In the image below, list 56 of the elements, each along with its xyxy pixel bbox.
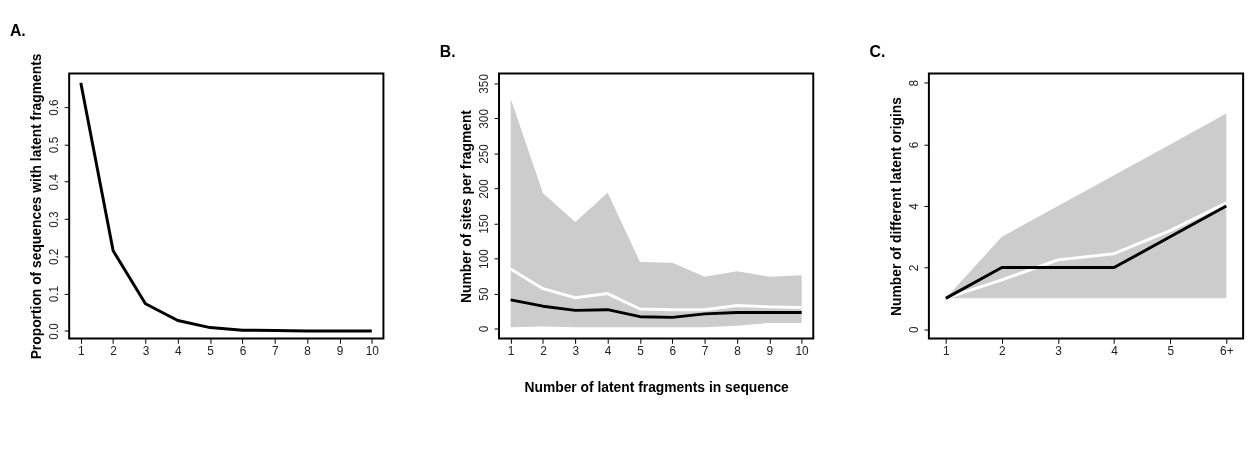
x-tick-label: 2 [999,343,1006,358]
y-tick-label: 0 [476,325,491,333]
y-tick-label: 0.0 [46,322,61,340]
x-tick-label: 9 [766,343,774,358]
y-axis-title: Number of sites per fragment [457,109,474,303]
x-tick-label: 8 [734,343,742,358]
x-tick-label: 1 [78,343,86,358]
y-tick-label: 200 [476,178,491,199]
x-tick-label: 1 [507,343,515,358]
chart-title: B. [439,42,456,60]
y-tick-label: 8 [906,79,921,87]
x-tick-label: 1 [942,343,950,358]
x-tick-label: 10 [365,343,380,358]
y-tick-label: 350 [476,73,491,94]
y-axis-title: Number of different latent origins [887,96,904,316]
y-tick-label: 0.1 [46,285,61,303]
x-tick-label: 5 [207,343,215,358]
x-tick-label: 2 [540,343,547,358]
x-tick-label: 3 [572,343,580,358]
x-tick-label: 4 [604,343,612,358]
y-tick-label: 50 [476,287,491,301]
y-tick-label: 150 [476,213,491,234]
x-tick-label: 6 [239,343,247,358]
y-tick-label: 0.6 [46,98,61,116]
line-series [79,81,374,333]
y-axis-title: Proportion of sequences with latent fragments [28,53,45,360]
x-tick-label: 6+ [1220,343,1234,358]
x-tick-label: 9 [336,343,344,358]
x-axis-title: Number of latent fragments in sequence [524,379,790,396]
x-tick-label: 5 [637,343,645,358]
y-tick-label: 0.3 [46,210,61,228]
x-tick-label: 8 [304,343,312,358]
y-tick-label: 100 [476,248,491,269]
y-tick-label: 2 [906,264,921,272]
x-tick-label: 5 [1167,343,1175,358]
x-tick-label: 3 [1055,343,1063,358]
x-tick-label: 6 [669,343,677,358]
line-series [509,298,804,319]
x-tick-label: 10 [795,343,810,358]
x-tick-label: 2 [110,343,117,358]
y-tick-label: 6 [906,141,921,149]
y-tick-label: 0.5 [46,136,61,154]
x-tick-label: 7 [701,343,709,358]
y-tick-label: 4 [906,202,921,210]
y-tick-label: 0.4 [46,173,61,191]
y-tick-label: 0 [906,325,921,333]
y-tick-label: 0.2 [46,248,61,266]
x-tick-label: 4 [1111,343,1119,358]
chart-title: A. [9,22,26,40]
line-series [509,267,804,312]
y-tick-label: 300 [476,108,491,129]
y-tick-label: 250 [476,143,491,164]
x-tick-label: 4 [175,343,182,358]
x-tick-label: 3 [142,343,150,358]
x-tick-label: 7 [271,343,279,358]
chart-title: C. [869,42,886,60]
